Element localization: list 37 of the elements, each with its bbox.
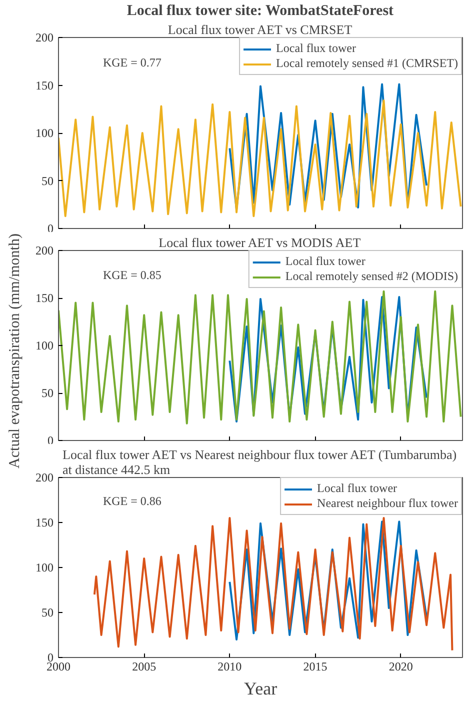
x-tick-label: 2010 — [218, 660, 242, 674]
y-axis-title: Actual evapotranspiration (mm/month) — [6, 234, 23, 468]
y-tick-label: 150 — [36, 291, 54, 305]
line-series — [228, 296, 428, 422]
legend-label: Nearest neighbour flux tower — [317, 496, 458, 511]
legend-label: Local flux tower — [276, 41, 356, 56]
legend-label: Local flux tower — [317, 481, 398, 496]
x-tick-label: 2005 — [132, 660, 156, 674]
y-tick-label: 100 — [36, 126, 54, 140]
line-series — [228, 83, 428, 210]
chart-subtitle: Local flux tower AET vs CMRSET — [168, 22, 352, 37]
legend-label: Local flux tower — [285, 254, 366, 269]
line-series — [228, 520, 428, 640]
y-tick-label: 150 — [36, 516, 54, 530]
y-tick-label: 200 — [36, 244, 54, 258]
chart-title: Local flux tower AET vs Nearest neighbour flux tower AET (Tumbarumba) at distance 442.5 km — [62, 447, 457, 477]
chart-title: Local flux tower site: WombatStateForest — [126, 3, 394, 19]
annotation: KGE = 0.85 — [102, 268, 162, 282]
x-axis-title: Year — [244, 678, 278, 698]
x-tick-label: 2020 — [388, 660, 413, 674]
chart-title: Local flux tower AET vs MODIS AET — [158, 235, 361, 250]
legend-label: Local remotely sensed #1 (CMRSET) — [276, 56, 458, 71]
line-series — [58, 100, 462, 218]
annotation: KGE = 0.86 — [102, 494, 162, 508]
legend-label: Local remotely sensed #2 (MODIS) — [285, 269, 458, 284]
line-series — [93, 517, 454, 652]
y-tick-label: 100 — [36, 560, 54, 574]
y-tick-label: 50 — [42, 174, 54, 188]
y-tick-label: 150 — [36, 78, 54, 92]
x-tick-label: 2015 — [303, 660, 328, 674]
line-series — [58, 290, 462, 424]
y-tick-label: 50 — [42, 386, 54, 400]
annotation: KGE = 0.77 — [102, 55, 162, 70]
y-tick-label: 200 — [36, 30, 54, 44]
y-tick-label: 200 — [36, 470, 54, 484]
y-tick-label: 100 — [36, 338, 54, 352]
y-tick-label: 50 — [42, 606, 54, 620]
